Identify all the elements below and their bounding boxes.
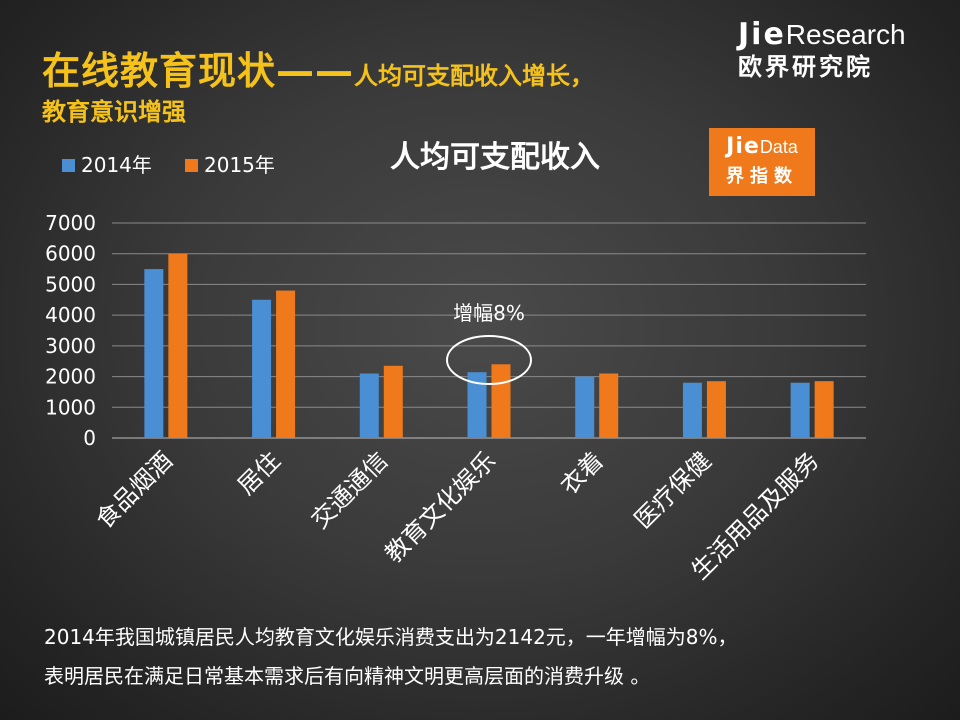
- brand-name-bold: Jie: [738, 17, 786, 52]
- chart-legend: 2014年 2015年: [62, 153, 275, 177]
- x-category-label: 交通通信: [306, 446, 394, 534]
- brand-logo: JieResearch 欧界研究院: [738, 18, 906, 82]
- brand-name-cn: 欧界研究院: [738, 53, 873, 81]
- bar-2014: [467, 372, 487, 438]
- bar-2015: [814, 381, 834, 438]
- badge-name-cn: 界指数: [726, 166, 798, 187]
- x-category-label: 教育文化娱乐: [380, 446, 502, 568]
- x-category-label: 居住: [232, 446, 286, 500]
- slide-title: 在线教育现状——人均可支配收入增长，: [42, 40, 594, 95]
- slide-subtitle: 教育意识增强: [42, 98, 186, 126]
- legend-swatch-2014: [62, 159, 75, 172]
- badge-name-bold: Jie: [726, 134, 760, 159]
- highlight-ellipse: [446, 335, 532, 385]
- y-tick-label: 4000: [45, 303, 96, 327]
- footnote: 2014年我国城镇居民人均教育文化娱乐消费支出为2142元，一年增幅为8%， 表…: [44, 618, 738, 696]
- bar-2014: [682, 382, 702, 438]
- bar-2014: [359, 373, 379, 438]
- y-tick-label: 6000: [45, 242, 96, 266]
- slide-title-main: 在线教育现状——: [42, 49, 355, 93]
- bar-2014: [575, 376, 595, 438]
- x-category-label: 食品烟酒: [90, 446, 178, 534]
- bar-2015: [706, 381, 726, 438]
- bar-2015: [491, 364, 511, 438]
- y-tick-label: 0: [83, 426, 96, 450]
- bar-2015: [383, 365, 403, 438]
- brand-name-light: Research: [785, 19, 906, 50]
- badge-name-light: Data: [759, 137, 798, 157]
- x-category-label: 衣着: [555, 446, 609, 500]
- legend-swatch-2015: [185, 159, 198, 172]
- legend-label-2015: 2015年: [204, 153, 275, 177]
- legend-label-2014: 2014年: [81, 153, 152, 177]
- x-category-label: 医疗保健: [629, 446, 717, 534]
- annotation-label: 增幅8%: [453, 301, 525, 325]
- chart-title: 人均可支配收入: [390, 140, 600, 175]
- jiedata-badge: JieData 界指数: [709, 128, 815, 196]
- y-tick-label: 7000: [45, 211, 96, 235]
- bar-2014: [790, 382, 810, 438]
- bar-2015: [168, 253, 188, 438]
- footnote-line-1: 2014年我国城镇居民人均教育文化娱乐消费支出为2142元，一年增幅为8%，: [44, 625, 738, 649]
- bar-2014: [252, 299, 272, 438]
- bar-2015: [276, 290, 296, 438]
- footnote-line-2: 表明居民在满足日常基本需求后有向精神文明更高层面的消费升级 。: [44, 664, 651, 688]
- bar-2014: [144, 269, 164, 438]
- y-tick-label: 5000: [45, 272, 96, 296]
- y-tick-label: 1000: [45, 395, 96, 419]
- slide-title-sub: 人均可支配收入增长，: [354, 62, 595, 90]
- y-tick-label: 2000: [45, 365, 96, 389]
- bar-2015: [599, 373, 619, 438]
- y-tick-label: 3000: [45, 334, 96, 358]
